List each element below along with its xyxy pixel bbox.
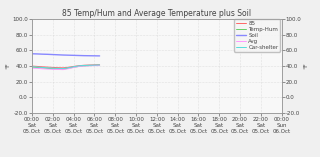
Soil	[51, 54, 55, 56]
Car-shelter	[61, 68, 65, 69]
Car-shelter	[35, 66, 39, 68]
Avg	[46, 68, 50, 70]
Temp-Hum	[72, 66, 76, 68]
85	[56, 67, 60, 69]
Temp-Hum	[30, 66, 34, 68]
Line: Avg: Avg	[32, 66, 100, 70]
85	[82, 64, 86, 66]
Y-axis label: °F: °F	[303, 63, 308, 69]
Temp-Hum	[56, 68, 60, 70]
Soil	[30, 53, 34, 55]
85	[35, 65, 39, 67]
85	[92, 64, 96, 66]
85	[51, 67, 55, 68]
Temp-Hum	[98, 64, 101, 66]
Avg	[35, 68, 39, 69]
Temp-Hum	[40, 67, 44, 69]
Avg	[61, 69, 65, 71]
Line: Soil: Soil	[32, 54, 100, 56]
Car-shelter	[30, 66, 34, 68]
Avg	[92, 65, 96, 67]
Avg	[87, 65, 91, 67]
Car-shelter	[82, 65, 86, 66]
85	[46, 66, 50, 68]
85	[61, 67, 65, 69]
Soil	[67, 54, 70, 56]
Temp-Hum	[67, 67, 70, 69]
Soil	[56, 54, 60, 56]
Temp-Hum	[46, 68, 50, 69]
Car-shelter	[51, 67, 55, 69]
Car-shelter	[98, 64, 101, 66]
Avg	[82, 65, 86, 67]
Car-shelter	[77, 65, 81, 67]
85	[77, 65, 81, 67]
Car-shelter	[72, 66, 76, 68]
Temp-Hum	[61, 68, 65, 70]
Avg	[67, 68, 70, 70]
Legend: 85, Temp-Hum, Soil, Avg, Car-shelter: 85, Temp-Hum, Soil, Avg, Car-shelter	[234, 19, 280, 51]
Line: Temp-Hum: Temp-Hum	[32, 65, 100, 69]
85	[98, 64, 101, 66]
85	[67, 66, 70, 68]
Avg	[30, 67, 34, 69]
Soil	[82, 55, 86, 57]
Car-shelter	[87, 64, 91, 66]
Line: Car-shelter: Car-shelter	[32, 65, 100, 68]
Y-axis label: °F: °F	[6, 63, 11, 69]
Soil	[87, 55, 91, 57]
Soil	[35, 53, 39, 55]
Temp-Hum	[35, 67, 39, 68]
Car-shelter	[56, 68, 60, 69]
Avg	[51, 68, 55, 70]
Soil	[92, 55, 96, 57]
Avg	[98, 65, 101, 67]
Avg	[40, 68, 44, 70]
85	[87, 64, 91, 66]
Line: 85: 85	[32, 65, 100, 68]
Soil	[40, 53, 44, 55]
Avg	[56, 68, 60, 70]
Temp-Hum	[87, 65, 91, 67]
Soil	[77, 55, 81, 57]
Temp-Hum	[51, 68, 55, 70]
85	[40, 66, 44, 68]
Car-shelter	[67, 67, 70, 69]
Avg	[72, 67, 76, 68]
Avg	[77, 66, 81, 68]
Soil	[61, 54, 65, 56]
Temp-Hum	[77, 65, 81, 67]
Soil	[98, 55, 101, 57]
Car-shelter	[92, 64, 96, 66]
Temp-Hum	[92, 65, 96, 66]
Soil	[46, 53, 50, 55]
Soil	[72, 54, 76, 56]
Temp-Hum	[82, 65, 86, 67]
85	[72, 65, 76, 67]
85	[30, 65, 34, 67]
Car-shelter	[46, 67, 50, 69]
Title: 85 Temp/Hum and Average Temperature plus Soil: 85 Temp/Hum and Average Temperature plus…	[62, 9, 252, 18]
Car-shelter	[40, 67, 44, 68]
